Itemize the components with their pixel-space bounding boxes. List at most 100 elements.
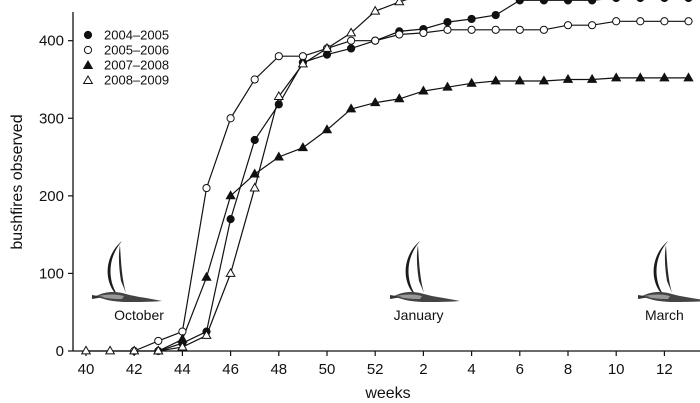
x-tick-label: 12 [656, 361, 673, 378]
y-tick-label: 200 [39, 188, 64, 205]
month-label: March [645, 307, 684, 323]
legend-item-2: 2007–2008 [82, 58, 169, 73]
legend-label-0: 2004–2005 [104, 28, 169, 43]
data-point-open-circle [226, 114, 235, 123]
series-line-1 [133, 20, 689, 352]
data-point-open-triangle [297, 58, 309, 68]
month-label: January [394, 307, 444, 323]
data-point-open-triangle [201, 329, 212, 339]
data-point-filled-triangle [177, 333, 188, 343]
data-point-open-circle [443, 25, 452, 34]
x-tick-label: 10 [608, 361, 625, 378]
series-line-3 [86, 0, 408, 352]
x-tick-label: 40 [78, 361, 95, 378]
data-point-filled-circle [660, 0, 668, 3]
data-point-filled-circle [274, 100, 283, 109]
data-point-open-triangle [249, 182, 260, 192]
data-point-filled-circle [612, 0, 620, 3]
data-point-filled-triangle [635, 72, 646, 82]
data-point-filled-circle [588, 0, 597, 5]
x-tick-label: 8 [564, 361, 572, 378]
legend-marker-filled-triangle [82, 59, 94, 69]
legend-label-2: 2007–2008 [104, 58, 169, 73]
series-lines [86, 0, 689, 352]
data-point-open-circle [563, 21, 573, 30]
x-tick-label: 6 [516, 361, 524, 378]
data-point-open-circle [250, 75, 259, 84]
month-label-group: October January March [114, 307, 684, 323]
x-tick-label: 4 [467, 361, 475, 378]
data-point-open-triangle [104, 345, 116, 355]
data-point-open-circle [515, 25, 524, 34]
data-point-filled-triangle [514, 75, 525, 85]
data-point-filled-triangle [490, 75, 501, 85]
legend-item-1: 2005–2006 [83, 43, 169, 58]
data-point-filled-triangle [225, 190, 236, 200]
data-point-filled-triangle [659, 72, 670, 82]
data-point-open-circle [467, 25, 476, 34]
x-tick-label: 2 [419, 361, 427, 378]
y-tick-label: 0 [56, 343, 64, 360]
x-axis-label: weeks [364, 385, 410, 402]
month-label: October [114, 307, 164, 323]
data-point-filled-triangle [562, 73, 574, 83]
data-point-filled-circle [443, 17, 452, 27]
legend-item-0: 2004–2005 [83, 28, 169, 43]
data-point-open-circle [491, 25, 500, 34]
stork-january-icon [390, 241, 460, 302]
data-point-filled-triangle [249, 168, 260, 178]
data-point-open-circle [684, 17, 693, 26]
series-markers [80, 0, 694, 356]
legend-marker-open-circle [83, 45, 93, 55]
data-point-open-triangle [370, 5, 381, 15]
data-point-open-circle [419, 28, 428, 38]
data-point-filled-triangle [297, 142, 309, 152]
data-point-filled-triangle [538, 75, 550, 85]
decorations [92, 241, 700, 302]
x-tick-group: 40 42 44 46 48 50 52 2 4 6 8 10 12 [78, 351, 673, 378]
data-point-filled-triangle [345, 103, 357, 113]
data-point-filled-circle [539, 0, 548, 5]
data-point-filled-triangle [321, 124, 333, 134]
data-point-filled-circle [347, 44, 356, 53]
data-point-open-triangle [129, 345, 140, 355]
stork-march-icon [638, 241, 700, 302]
data-point-filled-triangle [201, 271, 212, 281]
data-point-open-circle [154, 336, 163, 346]
data-point-filled-triangle [273, 151, 284, 161]
x-tick-label: 44 [174, 361, 191, 378]
data-point-filled-circle [467, 14, 476, 24]
data-point-open-triangle [177, 341, 188, 351]
x-tick-label: 42 [126, 361, 143, 378]
data-point-open-circle [539, 25, 549, 34]
data-point-open-circle [612, 17, 621, 26]
data-point-filled-triangle [418, 85, 429, 95]
data-point-open-circle [371, 36, 380, 45]
data-point-open-triangle [153, 345, 164, 355]
data-point-filled-triangle [683, 72, 694, 82]
y-axis-label: bushfires observed [9, 114, 26, 249]
legend-marker-filled-circle [83, 30, 93, 40]
data-point-open-triangle [345, 27, 357, 37]
data-point-open-triangle [394, 0, 405, 6]
data-point-filled-circle [250, 135, 259, 145]
data-point-open-circle [274, 52, 283, 61]
legend-label-3: 2008–2009 [104, 73, 169, 88]
data-point-open-triangle [321, 42, 333, 52]
data-point-open-triangle [225, 267, 236, 277]
data-point-filled-circle [491, 10, 500, 20]
y-tick-group: 0100200300400500 [39, 33, 73, 360]
data-point-open-triangle [80, 345, 92, 355]
data-point-open-circle [347, 36, 356, 45]
stork-october-icon [92, 241, 162, 302]
data-point-open-circle [202, 183, 211, 193]
y-tick-label: 100 [39, 265, 64, 282]
data-point-filled-triangle [442, 81, 453, 91]
legend-item-3: 2008–2009 [82, 73, 169, 88]
y-tick-label: 300 [39, 110, 64, 127]
x-tick-label: 50 [319, 361, 336, 378]
y-tick-label: 400 [39, 33, 64, 50]
data-point-filled-circle [636, 0, 644, 3]
